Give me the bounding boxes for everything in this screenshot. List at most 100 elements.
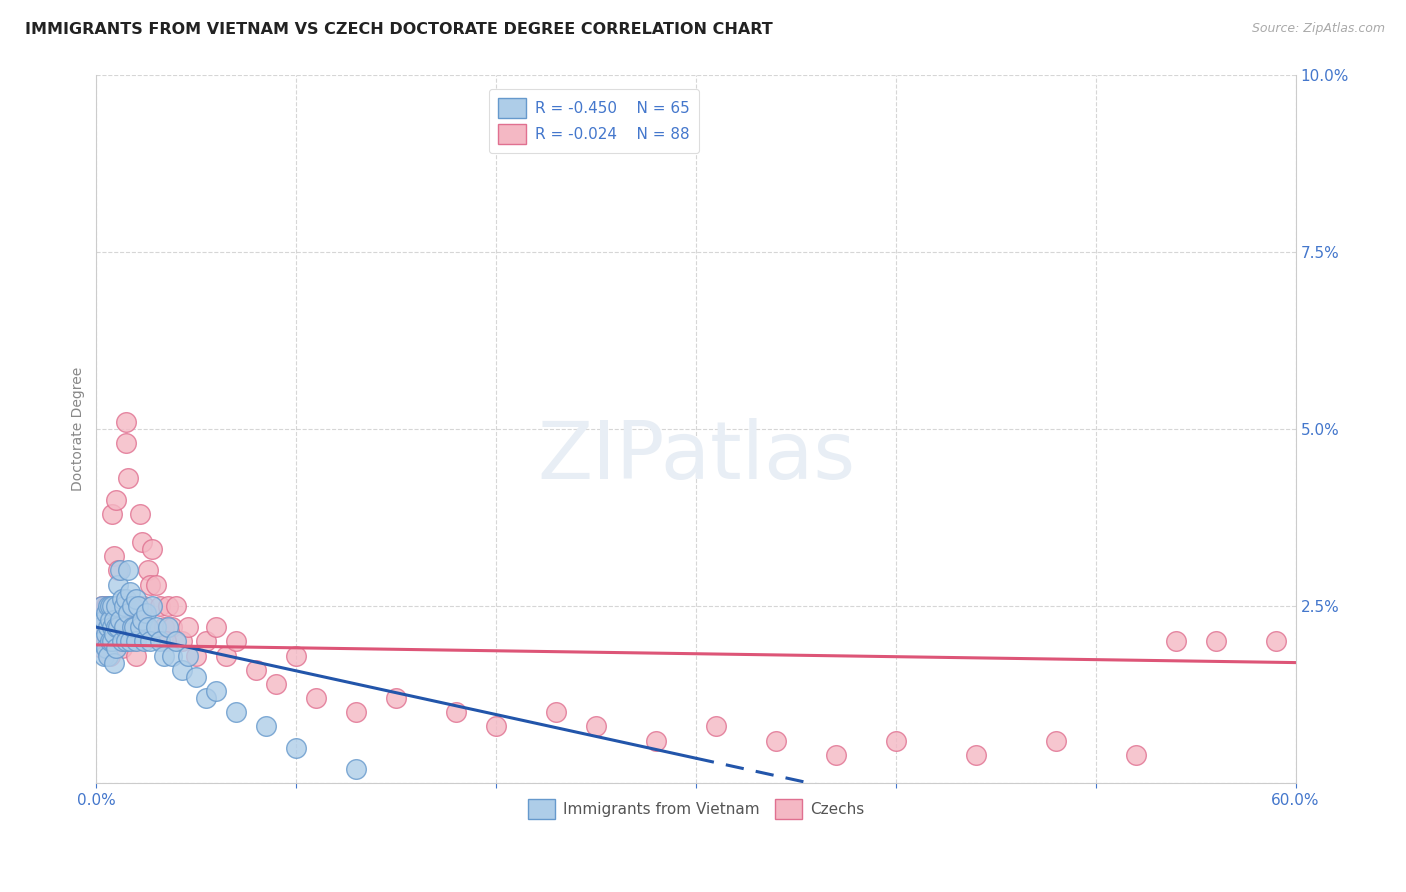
Point bbox=[103, 606, 125, 620]
Point bbox=[965, 747, 987, 762]
Point bbox=[139, 634, 162, 648]
Point bbox=[285, 648, 308, 663]
Point bbox=[127, 599, 149, 613]
Point bbox=[117, 620, 139, 634]
Point bbox=[111, 641, 134, 656]
Point bbox=[110, 564, 132, 578]
Point bbox=[93, 648, 115, 663]
Point bbox=[162, 648, 184, 663]
Point bbox=[215, 648, 238, 663]
Point bbox=[110, 634, 132, 648]
Point bbox=[129, 507, 152, 521]
Point bbox=[139, 577, 162, 591]
Point bbox=[117, 564, 139, 578]
Point bbox=[98, 599, 121, 613]
Point bbox=[111, 634, 134, 648]
Point bbox=[157, 620, 180, 634]
Point bbox=[115, 436, 138, 450]
Point bbox=[96, 627, 118, 641]
Point bbox=[91, 599, 114, 613]
Point bbox=[585, 719, 607, 733]
Point bbox=[120, 634, 142, 648]
Point bbox=[124, 620, 146, 634]
Point bbox=[172, 663, 194, 677]
Point bbox=[149, 599, 172, 613]
Point bbox=[101, 507, 124, 521]
Legend: Immigrants from Vietnam, Czechs: Immigrants from Vietnam, Czechs bbox=[522, 793, 870, 825]
Point bbox=[825, 747, 848, 762]
Point bbox=[96, 634, 118, 648]
Point bbox=[129, 620, 152, 634]
Point bbox=[107, 599, 129, 613]
Point bbox=[112, 599, 135, 613]
Point bbox=[186, 648, 208, 663]
Point bbox=[105, 620, 128, 634]
Point bbox=[245, 663, 267, 677]
Point bbox=[165, 634, 187, 648]
Point bbox=[225, 634, 247, 648]
Point bbox=[134, 599, 156, 613]
Point bbox=[107, 577, 129, 591]
Point bbox=[96, 606, 118, 620]
Point bbox=[120, 584, 142, 599]
Point bbox=[115, 620, 138, 634]
Point bbox=[91, 634, 114, 648]
Point bbox=[125, 634, 148, 648]
Point bbox=[136, 620, 159, 634]
Point bbox=[96, 599, 118, 613]
Point bbox=[1164, 634, 1187, 648]
Point bbox=[121, 599, 143, 613]
Point bbox=[264, 677, 287, 691]
Point bbox=[172, 634, 194, 648]
Point bbox=[704, 719, 727, 733]
Point bbox=[97, 599, 120, 613]
Point bbox=[129, 620, 152, 634]
Point bbox=[1264, 634, 1286, 648]
Point bbox=[134, 634, 156, 648]
Text: Source: ZipAtlas.com: Source: ZipAtlas.com bbox=[1251, 22, 1385, 36]
Point bbox=[149, 634, 172, 648]
Point bbox=[141, 599, 163, 613]
Point bbox=[205, 620, 228, 634]
Point bbox=[135, 620, 157, 634]
Point bbox=[765, 733, 787, 747]
Point bbox=[93, 613, 115, 627]
Point bbox=[117, 606, 139, 620]
Point bbox=[131, 613, 153, 627]
Point bbox=[117, 599, 139, 613]
Point bbox=[186, 670, 208, 684]
Point bbox=[89, 620, 111, 634]
Point bbox=[103, 549, 125, 564]
Point bbox=[1045, 733, 1067, 747]
Point bbox=[111, 591, 134, 606]
Point bbox=[93, 620, 115, 634]
Point bbox=[162, 620, 184, 634]
Point bbox=[131, 535, 153, 549]
Point bbox=[195, 634, 218, 648]
Point bbox=[101, 627, 124, 641]
Y-axis label: Doctorate Degree: Doctorate Degree bbox=[72, 367, 86, 491]
Point bbox=[103, 634, 125, 648]
Text: ZIPatlas: ZIPatlas bbox=[537, 418, 855, 496]
Point bbox=[110, 613, 132, 627]
Point bbox=[145, 577, 167, 591]
Point bbox=[121, 599, 143, 613]
Point bbox=[115, 415, 138, 429]
Point bbox=[117, 471, 139, 485]
Point bbox=[165, 599, 187, 613]
Point bbox=[111, 620, 134, 634]
Point bbox=[112, 620, 135, 634]
Point bbox=[153, 648, 176, 663]
Point bbox=[124, 620, 146, 634]
Point bbox=[98, 620, 121, 634]
Point bbox=[645, 733, 668, 747]
Point bbox=[205, 684, 228, 698]
Point bbox=[111, 634, 134, 648]
Point bbox=[385, 691, 408, 706]
Point bbox=[105, 492, 128, 507]
Point bbox=[101, 620, 124, 634]
Point bbox=[105, 641, 128, 656]
Point bbox=[98, 599, 121, 613]
Point bbox=[101, 599, 124, 613]
Point bbox=[96, 641, 118, 656]
